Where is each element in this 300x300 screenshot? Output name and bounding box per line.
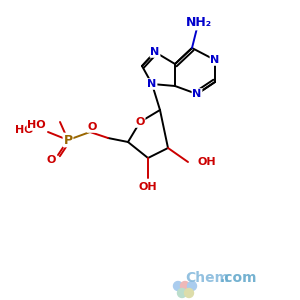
Text: P: P — [63, 134, 73, 146]
Text: N: N — [150, 47, 160, 57]
Text: OH: OH — [139, 182, 157, 192]
Text: .com: .com — [220, 271, 257, 285]
Circle shape — [188, 281, 196, 290]
Text: Chem: Chem — [185, 271, 229, 285]
Text: NH₂: NH₂ — [186, 16, 212, 29]
Text: N: N — [147, 79, 157, 89]
Circle shape — [184, 289, 194, 298]
Text: N: N — [192, 89, 202, 99]
Text: O: O — [135, 117, 145, 127]
Circle shape — [173, 281, 182, 290]
Text: HO: HO — [15, 125, 34, 135]
Text: O: O — [46, 155, 56, 165]
Text: HO: HO — [27, 120, 46, 130]
Circle shape — [181, 281, 190, 290]
Text: OH: OH — [198, 157, 217, 167]
Text: O: O — [87, 122, 97, 132]
Circle shape — [178, 289, 187, 298]
Text: N: N — [210, 55, 220, 65]
